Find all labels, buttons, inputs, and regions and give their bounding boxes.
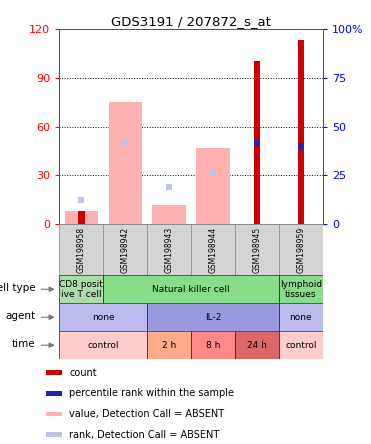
FancyBboxPatch shape [59, 303, 147, 331]
FancyBboxPatch shape [59, 331, 147, 359]
FancyBboxPatch shape [147, 331, 191, 359]
Bar [46, 432, 62, 437]
Text: percentile rank within the sample: percentile rank within the sample [69, 388, 234, 398]
Bar [46, 391, 62, 396]
Text: agent: agent [6, 311, 36, 321]
Title: GDS3191 / 207872_s_at: GDS3191 / 207872_s_at [111, 15, 271, 28]
Text: IL-2: IL-2 [205, 313, 221, 322]
FancyBboxPatch shape [59, 275, 103, 303]
Text: GSM198944: GSM198944 [209, 226, 217, 273]
Bar [254, 61, 260, 224]
Text: count: count [69, 368, 97, 377]
FancyBboxPatch shape [191, 224, 235, 275]
FancyBboxPatch shape [235, 331, 279, 359]
FancyBboxPatch shape [59, 224, 103, 275]
FancyBboxPatch shape [279, 303, 323, 331]
Bar [78, 211, 85, 224]
Text: 24 h: 24 h [247, 341, 267, 350]
FancyBboxPatch shape [103, 224, 147, 275]
Bar [298, 40, 304, 224]
Text: GSM198943: GSM198943 [165, 226, 174, 273]
FancyBboxPatch shape [235, 224, 279, 275]
Text: lymphoid
tissues: lymphoid tissues [280, 280, 322, 299]
Text: CD8 posit
ive T cell: CD8 posit ive T cell [59, 280, 103, 299]
Text: none: none [289, 313, 312, 322]
Text: GSM198959: GSM198959 [296, 226, 305, 273]
Text: value, Detection Call = ABSENT: value, Detection Call = ABSENT [69, 409, 224, 419]
Text: 2 h: 2 h [162, 341, 176, 350]
Text: Natural killer cell: Natural killer cell [152, 285, 230, 294]
FancyBboxPatch shape [103, 275, 279, 303]
Bar [46, 370, 62, 375]
Text: GSM198958: GSM198958 [77, 227, 86, 273]
Text: control: control [88, 341, 119, 350]
Bar [46, 412, 62, 416]
Text: time: time [12, 339, 36, 349]
Bar [152, 205, 186, 224]
Text: none: none [92, 313, 115, 322]
Text: rank, Detection Call = ABSENT: rank, Detection Call = ABSENT [69, 429, 220, 440]
FancyBboxPatch shape [147, 303, 279, 331]
FancyBboxPatch shape [147, 224, 191, 275]
Text: cell type: cell type [0, 283, 36, 293]
Text: GSM198942: GSM198942 [121, 227, 130, 273]
Text: 8 h: 8 h [206, 341, 220, 350]
FancyBboxPatch shape [191, 331, 235, 359]
FancyBboxPatch shape [279, 224, 323, 275]
FancyBboxPatch shape [279, 331, 323, 359]
Text: control: control [285, 341, 316, 350]
FancyBboxPatch shape [279, 275, 323, 303]
Bar [65, 211, 98, 224]
Bar [109, 102, 142, 224]
Bar [196, 148, 230, 224]
Text: GSM198945: GSM198945 [252, 226, 262, 273]
